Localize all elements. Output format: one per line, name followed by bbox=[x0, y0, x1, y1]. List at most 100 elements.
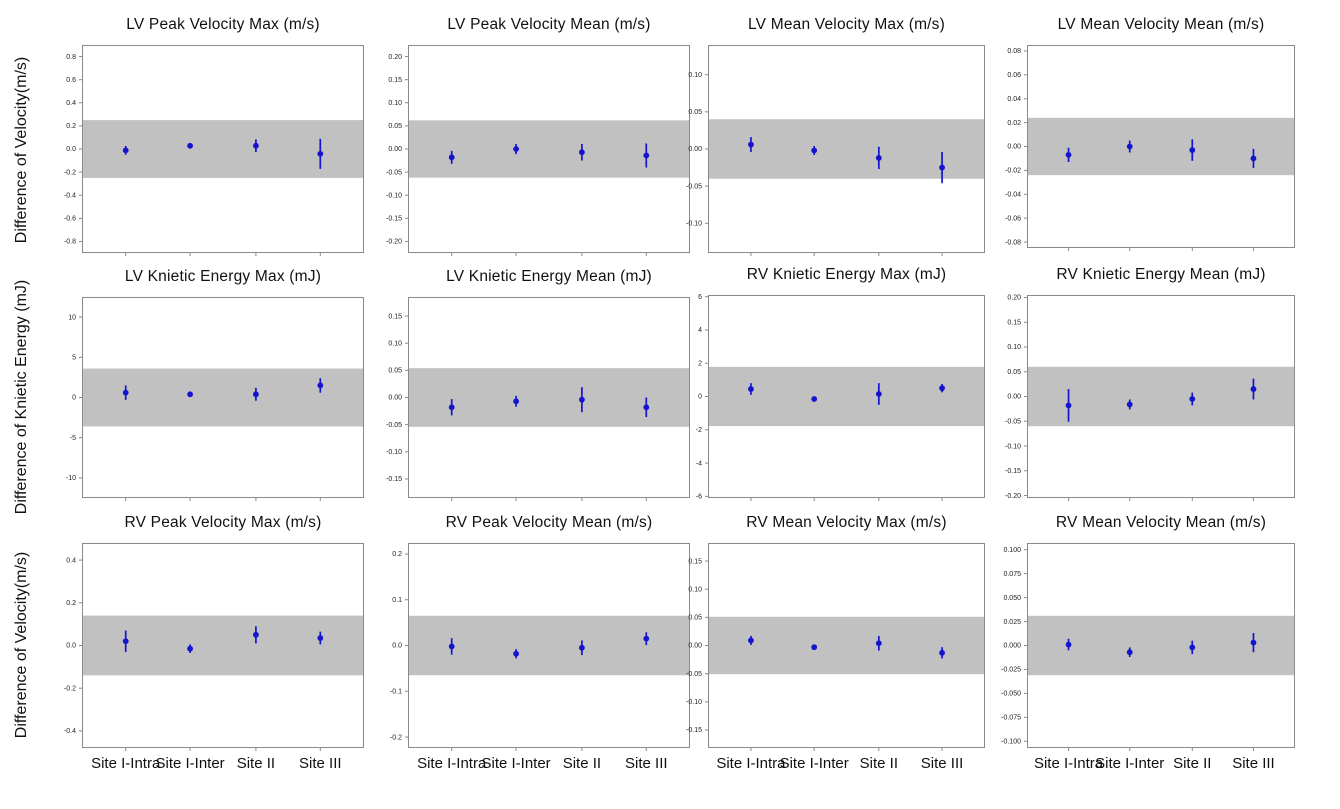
data-point-marker bbox=[448, 404, 455, 411]
plot-area: 6 4 2 0 -2 -4 -6 bbox=[696, 294, 985, 501]
data-point-marker bbox=[1250, 639, 1257, 646]
plot-area: 0.15 0.10 0.05 0.00 -0.05 -0.10 -0.15 bbox=[386, 297, 690, 501]
subplot-lv-peak-velocity-max: LV Peak Velocity Max (m/s) 0.8 0.6 0.4 0.2 0… bbox=[64, 16, 364, 256]
x-tick-label: Site I-Inter bbox=[1095, 755, 1164, 772]
x-tick-label: Site II bbox=[563, 755, 601, 772]
data-point-marker bbox=[253, 631, 259, 638]
confidence-band bbox=[1027, 615, 1295, 676]
subplot-lv-mean-velocity-mean: LV Mean Velocity Mean (m/s) 0.08 0.06 0.04… bbox=[1005, 16, 1295, 251]
y-tick-label: -0.025 bbox=[1001, 667, 1021, 674]
data-point-marker bbox=[643, 152, 650, 159]
y-tick-label: 0.05 bbox=[1007, 369, 1021, 376]
y-tick-label: -0.2 bbox=[64, 685, 76, 692]
chart-title: RV Mean Velocity Max (m/s) bbox=[746, 514, 947, 531]
subplot-rv-peak-velocity-max: RV Peak Velocity Max (m/s) 0.4 0.2 0.0 -0.2… bbox=[64, 514, 364, 772]
plot-border bbox=[408, 543, 690, 748]
y-tick-label: 0.000 bbox=[1003, 643, 1021, 650]
plot-border bbox=[708, 543, 985, 748]
y-tick-label: -0.075 bbox=[1001, 715, 1021, 722]
y-tick-label: 0.4 bbox=[66, 557, 76, 564]
data-point-marker bbox=[513, 146, 519, 152]
confidence-band bbox=[82, 368, 364, 427]
y-tick-label: 0.00 bbox=[388, 395, 402, 402]
y-tick-label: 0.06 bbox=[1007, 72, 1021, 79]
x-tick-label: Site III bbox=[921, 755, 964, 772]
chart-title: RV Mean Velocity Mean (m/s) bbox=[1055, 514, 1267, 531]
y-tick-label: 0.10 bbox=[388, 340, 402, 347]
y-tick-label: 0.00 bbox=[1007, 394, 1021, 401]
data-point-marker bbox=[448, 643, 455, 650]
y-tick-label: -0.10 bbox=[386, 192, 402, 199]
confidence-band bbox=[1027, 117, 1295, 176]
subplot-rv-mean-velocity-mean: RV Mean Velocity Mean (m/s) 0.100 0.075 0.… bbox=[1001, 514, 1295, 772]
y-tick-label: 0.02 bbox=[1007, 120, 1021, 127]
data-point-marker bbox=[748, 386, 754, 392]
y-tick-label: -0.20 bbox=[1005, 493, 1021, 500]
data-point-marker bbox=[513, 398, 519, 405]
y-tick-label: -0.04 bbox=[1005, 192, 1021, 199]
y-tick-label: -0.05 bbox=[686, 671, 702, 678]
data-point-marker bbox=[811, 147, 818, 154]
y-tick-label: -0.15 bbox=[386, 476, 402, 483]
y-tick-label: 0.6 bbox=[66, 77, 76, 84]
y-tick-label: -0.05 bbox=[386, 169, 402, 176]
data-point-marker bbox=[1189, 147, 1196, 153]
plot-area: 0.8 0.6 0.4 0.2 0.0 -0.2 -0.4 -0.6 -0.8 bbox=[64, 45, 364, 256]
y-tick-label: -0.05 bbox=[386, 422, 402, 429]
y-tick-label: -0.06 bbox=[1005, 215, 1021, 222]
plot-border bbox=[82, 543, 364, 748]
plot-border bbox=[1027, 543, 1295, 748]
data-point-marker bbox=[1250, 155, 1257, 162]
data-point-marker bbox=[875, 391, 882, 397]
data-point-marker bbox=[1189, 644, 1196, 651]
y-tick-label: -0.10 bbox=[686, 221, 702, 228]
y-tick-label: -0.15 bbox=[686, 727, 702, 734]
y-tick-label: -0.15 bbox=[386, 216, 402, 223]
subplot-lv-mean-velocity-max: LV Mean Velocity Max (m/s) 0.10 0.05 0.00 -… bbox=[686, 16, 985, 256]
y-tick-label: -2 bbox=[696, 427, 702, 434]
data-point-marker bbox=[187, 391, 193, 398]
y-axis-label-row-1: Difference of Velocity(m/s) bbox=[13, 56, 30, 244]
y-tick-label: -0.05 bbox=[686, 183, 702, 190]
data-point-marker bbox=[1189, 396, 1196, 402]
x-tick-label: Site I-Inter bbox=[481, 755, 550, 772]
data-point-marker bbox=[579, 644, 585, 651]
y-tick-label: 0.2 bbox=[392, 551, 402, 558]
plot-area: 0.10 0.05 0.00 -0.05 -0.10 bbox=[686, 45, 985, 256]
plot-border bbox=[708, 295, 985, 498]
confidence-band bbox=[82, 615, 364, 676]
plot-area: 0.100 0.075 0.050 0.025 0.000 -0.025 -0.050 -0.… bbox=[1001, 543, 1295, 772]
data-point-marker bbox=[579, 396, 585, 403]
y-tick-label: 2 bbox=[698, 360, 702, 367]
subplot-lv-peak-velocity-mean: LV Peak Velocity Mean (m/s) 0.20 0.15 0.10… bbox=[386, 16, 690, 256]
y-tick-label: -0.100 bbox=[1001, 739, 1021, 746]
y-tick-label: 0.08 bbox=[1007, 48, 1021, 55]
y-tick-label: -5 bbox=[70, 435, 76, 442]
x-tick-label: Site I-Intra bbox=[1034, 755, 1104, 772]
y-tick-label: 0 bbox=[698, 394, 702, 401]
data-point-marker bbox=[643, 635, 650, 642]
y-tick-label: 0.15 bbox=[1007, 319, 1021, 326]
subplot-rv-knietic-energy-mean: RV Knietic Energy Mean (mJ) 0.20 0.15 0.10… bbox=[1005, 266, 1295, 501]
confidence-band bbox=[1027, 366, 1295, 427]
confidence-band bbox=[708, 119, 985, 179]
y-tick-label: -10 bbox=[66, 475, 76, 482]
plot-area: 0.15 0.10 0.05 0.00 -0.05 -0.10 -0.15 Site I-In… bbox=[686, 543, 985, 772]
data-point-marker bbox=[748, 141, 754, 148]
data-point-marker bbox=[1126, 649, 1133, 656]
plot-border bbox=[1027, 295, 1295, 498]
y-tick-label: 0.15 bbox=[688, 558, 702, 565]
x-tick-label: Site III bbox=[1232, 755, 1275, 772]
y-tick-label: -0.20 bbox=[386, 239, 402, 246]
data-point-marker bbox=[253, 142, 259, 149]
chart-title: RV Knietic Energy Max (mJ) bbox=[746, 266, 947, 283]
data-point-marker bbox=[939, 385, 945, 392]
x-tick-label: Site II bbox=[1173, 755, 1211, 772]
y-tick-label: -0.15 bbox=[1005, 468, 1021, 475]
y-tick-label: 0.15 bbox=[388, 77, 402, 84]
y-tick-label: -0.2 bbox=[390, 734, 402, 741]
plot-area: 0.08 0.06 0.04 0.02 0.00 -0.02 -0.04 -0.06 -0.08 bbox=[1005, 45, 1295, 251]
